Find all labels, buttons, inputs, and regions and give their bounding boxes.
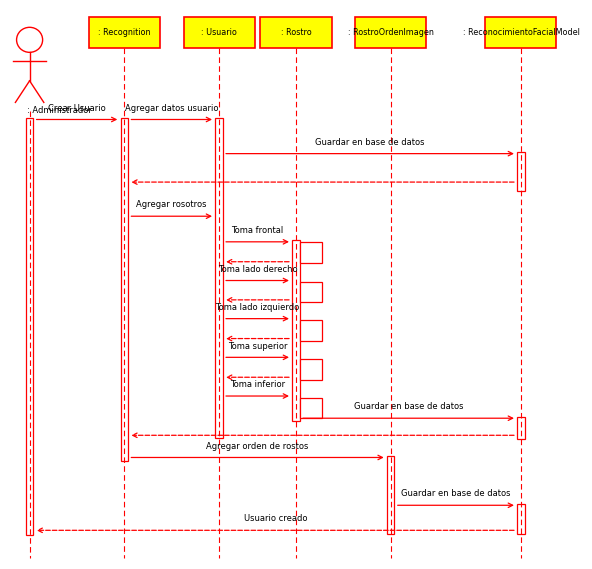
Text: Toma frontal: Toma frontal	[231, 226, 284, 235]
Bar	[387, 456, 394, 534]
Text: Toma inferior: Toma inferior	[230, 380, 285, 389]
Bar	[260, 17, 332, 48]
Text: Agregar orden de rostos: Agregar orden de rostos	[207, 442, 308, 451]
Bar	[300, 398, 322, 418]
Text: Guardar en base de datos: Guardar en base de datos	[401, 489, 510, 498]
Text: : Rostro: : Rostro	[281, 28, 311, 37]
Bar	[215, 118, 223, 438]
Text: Guardar en base de datos: Guardar en base de datos	[316, 138, 424, 147]
Text: Agregar datos usuario: Agregar datos usuario	[125, 104, 218, 113]
Bar	[517, 152, 525, 191]
Text: Toma lado izquierdo: Toma lado izquierdo	[215, 303, 300, 312]
Text: Guardar en base de datos: Guardar en base de datos	[354, 402, 463, 411]
Bar	[300, 359, 322, 380]
Bar	[300, 242, 322, 263]
Bar	[184, 17, 255, 48]
Text: Usuario creado: Usuario creado	[243, 514, 307, 523]
Text: Crear Usuario: Crear Usuario	[48, 104, 106, 113]
Bar	[89, 17, 160, 48]
Text: : Administrador: : Administrador	[27, 106, 92, 116]
Bar	[355, 17, 426, 48]
Text: Toma lado derecho: Toma lado derecho	[218, 265, 297, 274]
Bar	[292, 240, 300, 421]
Bar	[300, 282, 322, 302]
Bar	[300, 320, 322, 341]
Bar	[121, 118, 128, 461]
Bar	[517, 417, 525, 439]
Text: : Usuario: : Usuario	[201, 28, 237, 37]
Text: : RostroOrdenImagen: : RostroOrdenImagen	[348, 28, 434, 37]
Bar	[517, 504, 525, 534]
Text: Toma superior: Toma superior	[228, 341, 287, 351]
Text: : ReconocimientoFacialModel: : ReconocimientoFacialModel	[462, 28, 580, 37]
Text: : Recognition: : Recognition	[98, 28, 150, 37]
Bar	[26, 118, 33, 535]
Bar	[485, 17, 556, 48]
Text: Agregar rosotros: Agregar rosotros	[136, 200, 207, 209]
